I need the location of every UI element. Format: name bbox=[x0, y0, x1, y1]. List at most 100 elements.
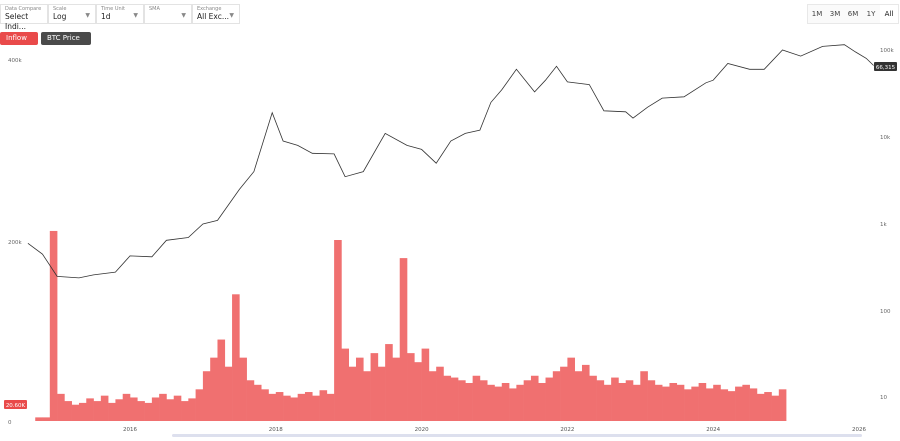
range-3m[interactable]: 3M bbox=[829, 10, 841, 18]
inflow-bar bbox=[304, 392, 313, 421]
dropdown-icon: ▼ bbox=[229, 12, 234, 19]
inflow-bar bbox=[151, 397, 160, 421]
inflow-bar bbox=[552, 371, 561, 421]
inflow-bar bbox=[93, 401, 102, 421]
inflow-bar bbox=[705, 388, 714, 421]
inflow-bar bbox=[290, 397, 298, 421]
price-value-marker bbox=[874, 62, 897, 71]
inflow-bar bbox=[115, 399, 124, 421]
inflow-bar bbox=[261, 389, 269, 421]
inflow-bar bbox=[195, 389, 204, 421]
inflow-bar bbox=[662, 386, 670, 421]
inflow-bar bbox=[538, 382, 546, 421]
inflow-bar bbox=[625, 380, 634, 421]
inflow-bar bbox=[137, 401, 145, 421]
right-tick-10: 10 bbox=[880, 395, 887, 401]
inflow-bar bbox=[516, 384, 524, 421]
inflow-bar bbox=[159, 393, 167, 421]
inflow-value-marker bbox=[4, 400, 27, 409]
inflow-bar bbox=[232, 294, 240, 421]
exchange-select[interactable]: Exchange All Exc... ▼ bbox=[192, 4, 240, 24]
x-tick-2026: 2026 bbox=[852, 427, 866, 433]
inflow-bar bbox=[268, 393, 277, 421]
inflow-bar bbox=[363, 371, 371, 421]
time-unit-select[interactable]: Time Unit 1d ▼ bbox=[96, 4, 144, 24]
inflow-bar bbox=[297, 393, 306, 421]
inflow-bar bbox=[370, 353, 379, 421]
inflow-bar bbox=[71, 404, 80, 421]
inflow-bar bbox=[202, 371, 211, 421]
inflow-bar bbox=[669, 382, 678, 421]
x-tick-2016: 2016 bbox=[123, 427, 137, 433]
inflow-bar bbox=[407, 353, 415, 421]
scale-select[interactable]: Scale Log ▼ bbox=[48, 4, 96, 24]
inflow-bar bbox=[691, 386, 699, 421]
inflow-bar bbox=[253, 384, 262, 421]
inflow-bar bbox=[42, 417, 51, 421]
inflow-bar bbox=[567, 357, 575, 421]
price-value-marker-text: 66,315 bbox=[876, 65, 896, 71]
range-selector: 1M 3M 6M 1Y All bbox=[807, 4, 899, 24]
inflow-bar bbox=[239, 357, 247, 421]
x-tick-2022: 2022 bbox=[560, 427, 574, 433]
inflow-bar bbox=[574, 371, 583, 421]
inflow-bar bbox=[428, 371, 437, 421]
inflow-bar bbox=[749, 388, 758, 421]
inflow-bar bbox=[275, 392, 284, 421]
inflow-bar bbox=[122, 393, 131, 421]
inflow-bar bbox=[735, 386, 743, 421]
inflow-bar bbox=[334, 240, 342, 421]
data-compare-select[interactable]: Data Compare Select Indi... bbox=[0, 4, 48, 31]
right-tick-100k: 100k bbox=[880, 48, 894, 54]
inflow-bar bbox=[86, 398, 94, 421]
range-1y[interactable]: 1Y bbox=[866, 10, 876, 18]
inflow-bar bbox=[348, 366, 357, 421]
left-tick-0: 0 bbox=[8, 420, 12, 426]
time-scrollbar[interactable] bbox=[172, 434, 862, 437]
inflow-bar bbox=[501, 382, 510, 421]
inflow-bar bbox=[720, 389, 729, 421]
inflow-bar bbox=[377, 366, 386, 421]
inflow-bar bbox=[283, 395, 291, 421]
inflow-bar bbox=[742, 384, 750, 421]
inflow-bar bbox=[589, 375, 597, 421]
inflow-bar bbox=[326, 393, 335, 421]
inflow-bar bbox=[618, 382, 627, 421]
inflow-bar bbox=[698, 382, 707, 421]
inflow-bar bbox=[596, 380, 605, 421]
inflow-bar bbox=[217, 339, 226, 421]
range-1m[interactable]: 1M bbox=[811, 10, 823, 18]
inflow-bar bbox=[756, 393, 765, 421]
inflow-bar bbox=[100, 395, 109, 421]
right-tick-100: 100 bbox=[880, 309, 891, 315]
dropdown-icon: ▼ bbox=[133, 12, 138, 19]
inflow-bar bbox=[727, 391, 736, 421]
left-tick-200k: 200k bbox=[8, 240, 22, 246]
sma-select[interactable]: SMA ▼ bbox=[144, 4, 192, 24]
inflow-bar bbox=[341, 348, 349, 421]
inflow-bar bbox=[778, 389, 787, 421]
inflow-bar bbox=[436, 366, 444, 421]
inflow-bar bbox=[633, 384, 641, 421]
inflow-bar bbox=[319, 390, 328, 421]
inflow-bar bbox=[603, 384, 612, 421]
inflow-series-pill[interactable]: Inflow × bbox=[0, 32, 38, 55]
inflow-bar bbox=[392, 357, 401, 421]
inflow-bar bbox=[640, 371, 648, 421]
btc-price-series-pill[interactable]: BTC Price × bbox=[41, 32, 91, 55]
inflow-bar bbox=[676, 384, 685, 421]
inflow-bar bbox=[355, 357, 364, 421]
inflow-bar bbox=[443, 375, 452, 421]
inflow-bar bbox=[479, 380, 488, 421]
inflow-bar bbox=[224, 366, 233, 421]
inflow-bar bbox=[210, 357, 218, 421]
left-tick-400k: 400k bbox=[8, 58, 22, 64]
inflow-bar bbox=[450, 377, 459, 421]
range-6m[interactable]: 6M bbox=[847, 10, 859, 18]
range-all[interactable]: All bbox=[880, 5, 898, 23]
inflow-bar bbox=[312, 395, 320, 421]
dropdown-icon: ▼ bbox=[85, 12, 90, 19]
inflow-bar bbox=[188, 398, 196, 421]
inflow-bar bbox=[509, 388, 517, 421]
